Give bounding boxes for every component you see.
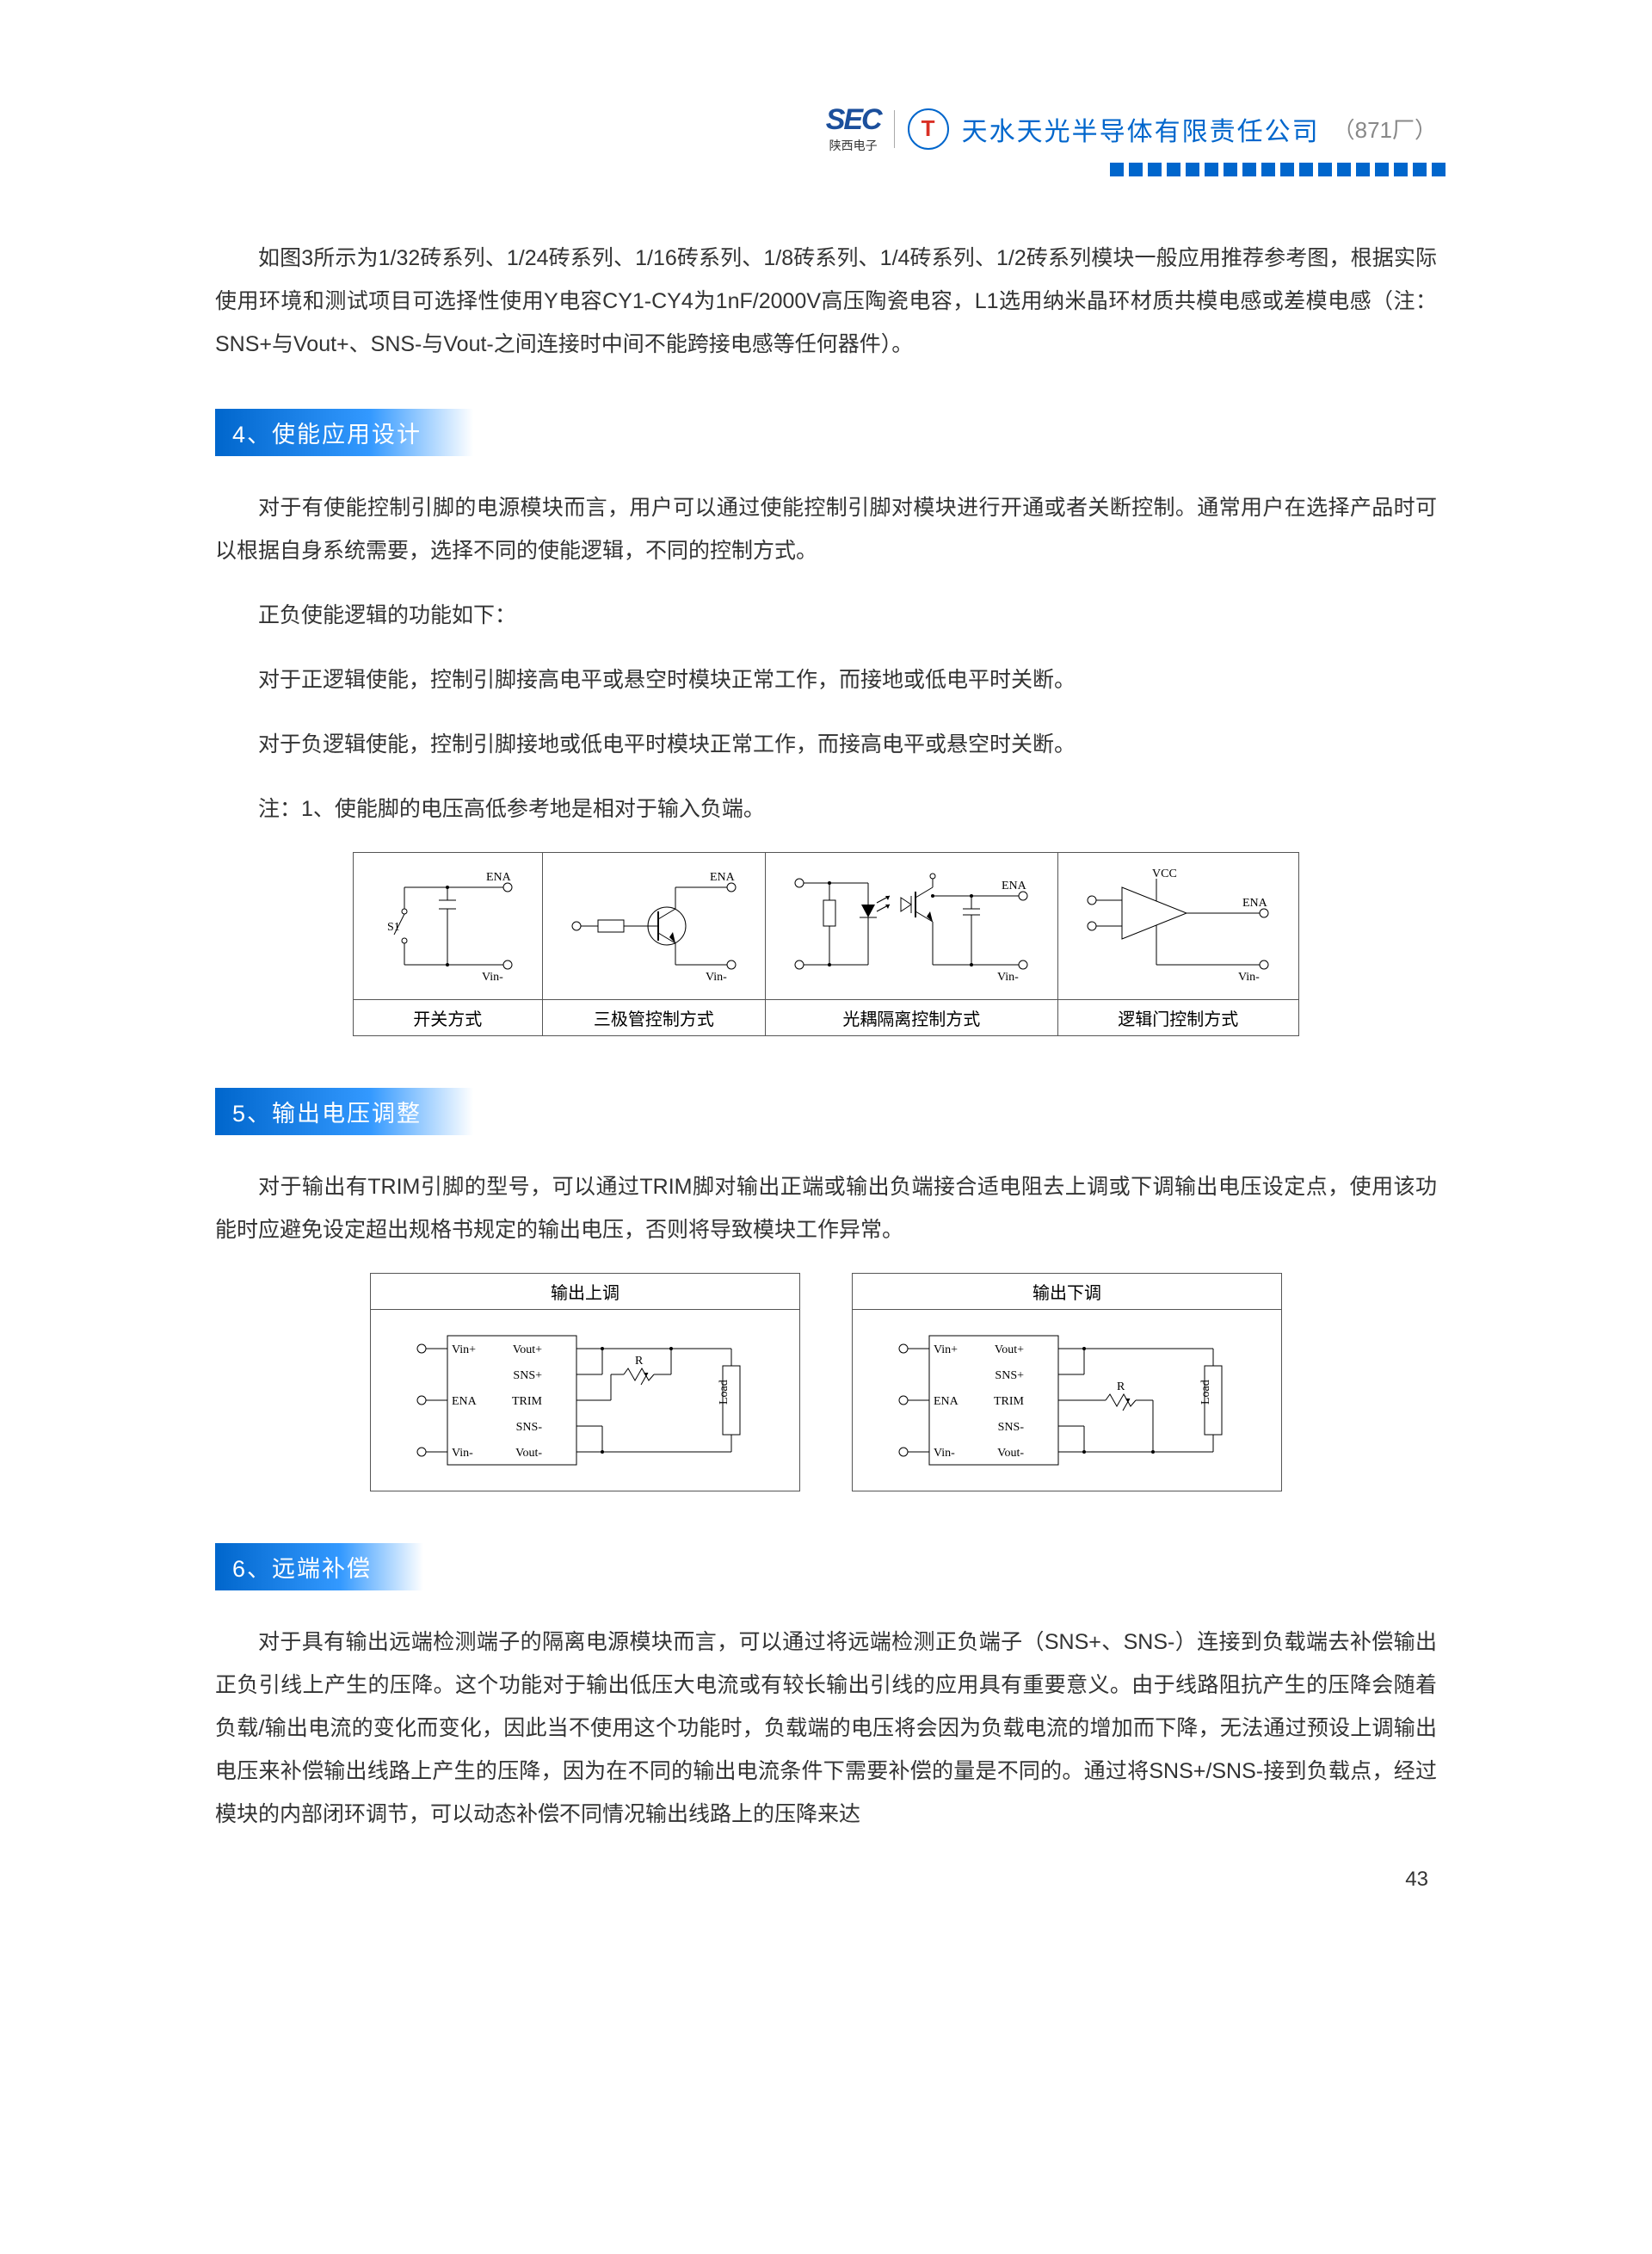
svg-text:Load: Load: [718, 1380, 730, 1405]
circle-logo: T: [908, 108, 949, 150]
section-6-header: 6、远端补偿: [215, 1543, 423, 1590]
trim-up-box: 输出上调 Vin+ ENA Vin- Vout+ SNS+ TRIM SN: [370, 1273, 800, 1491]
svg-text:Vin-: Vin-: [997, 971, 1019, 984]
section-5-header: 5、输出电压调整: [215, 1088, 473, 1135]
svg-text:Vin-: Vin-: [706, 971, 727, 984]
decorative-squares: [215, 163, 1446, 176]
document-page: SEC 陕西电子 T 天水天光半导体有限责任公司 （871厂） 如图3所示为1/…: [0, 0, 1652, 1943]
section-4-header: 4、使能应用设计: [215, 409, 473, 456]
diagram-transistor: ENA Vin- 三极管控制方式: [543, 853, 767, 1035]
svg-text:Vin+: Vin+: [934, 1343, 958, 1356]
svg-text:S1: S1: [387, 921, 400, 934]
optocoupler-circuit-svg: ENA Vin-: [782, 861, 1040, 991]
s4-p4: 对于负逻辑使能，控制引脚接地或低电平时模块正常工作，而接高电平或悬空时关断。: [215, 723, 1437, 766]
svg-text:ENA: ENA: [1242, 897, 1268, 910]
s6-p1: 对于具有输出远端检测端子的隔离电源模块而言，可以通过将远端检测正负端子（SNS+…: [215, 1621, 1437, 1836]
s4-p2: 正负使能逻辑的功能如下：: [215, 594, 1437, 637]
diagram-logic-gate: ENA Vin- VCC 逻辑门控制方式: [1058, 853, 1298, 1035]
svg-text:TRIM: TRIM: [994, 1395, 1025, 1408]
trim-down-box: 输出下调 Vin+ ENA Vin- Vout+ SNS+ TRIM SN: [852, 1273, 1282, 1491]
trim-down-label: 输出下调: [853, 1274, 1281, 1310]
diagram-optocoupler: ENA Vin-: [766, 853, 1057, 1035]
diagram-optocoupler-label: 光耦隔离控制方式: [766, 999, 1057, 1035]
svg-text:ENA: ENA: [1002, 880, 1027, 892]
svg-text:SNS-: SNS-: [998, 1421, 1025, 1434]
trim-up-label: 输出上调: [371, 1274, 799, 1310]
switch-circuit-svg: ENA Vin- S1: [370, 861, 525, 991]
s4-p1: 对于有使能控制引脚的电源模块而言，用户可以通过使能控制引脚对模块进行开通或者关断…: [215, 486, 1437, 572]
svg-text:R: R: [635, 1355, 644, 1368]
svg-text:ENA: ENA: [710, 871, 736, 884]
diagram-transistor-label: 三极管控制方式: [543, 999, 766, 1035]
intro-paragraph: 如图3所示为1/32砖系列、1/24砖系列、1/16砖系列、1/8砖系列、1/4…: [215, 237, 1437, 366]
company-name: 天水天光半导体有限责任公司: [962, 110, 1320, 148]
svg-text:Vin-: Vin-: [934, 1447, 955, 1460]
svg-text:Vin-: Vin-: [482, 971, 503, 984]
svg-text:SNS-: SNS-: [516, 1421, 543, 1434]
svg-text:SNS+: SNS+: [995, 1369, 1024, 1382]
svg-text:Vin-: Vin-: [1238, 971, 1260, 984]
page-number: 43: [1405, 1868, 1428, 1892]
diagram-switch-label: 开关方式: [354, 999, 542, 1035]
trim-up-svg: Vin+ ENA Vin- Vout+ SNS+ TRIM SNS- Vout-: [387, 1323, 783, 1478]
svg-text:Vin+: Vin+: [452, 1343, 476, 1356]
svg-text:Load: Load: [1199, 1380, 1212, 1405]
svg-text:Vout-: Vout-: [515, 1447, 542, 1460]
sec-logo: SEC 陕西电子: [826, 103, 881, 154]
svg-text:VCC: VCC: [1152, 868, 1177, 880]
svg-text:Vout-: Vout-: [997, 1447, 1024, 1460]
logo-text: SEC: [826, 103, 881, 137]
diagram-logic-gate-label: 逻辑门控制方式: [1058, 999, 1298, 1035]
svg-text:ENA: ENA: [486, 871, 512, 884]
page-header: SEC 陕西电子 T 天水天光半导体有限责任公司 （871厂）: [215, 103, 1437, 154]
enable-control-diagrams: ENA Vin- S1: [353, 852, 1299, 1036]
svg-text:ENA: ENA: [934, 1395, 959, 1408]
svg-text:TRIM: TRIM: [512, 1395, 543, 1408]
svg-text:Vin-: Vin-: [452, 1447, 473, 1460]
divider: [894, 110, 895, 148]
svg-text:ENA: ENA: [452, 1395, 478, 1408]
svg-text:SNS+: SNS+: [513, 1369, 542, 1382]
svg-text:R: R: [1117, 1380, 1125, 1393]
s5-p1: 对于输出有TRIM引脚的型号，可以通过TRIM脚对输出正端或输出负端接合适电阻去…: [215, 1165, 1437, 1251]
diagram-switch: ENA Vin- S1: [354, 853, 543, 1035]
logic-gate-circuit-svg: ENA Vin- VCC: [1075, 861, 1281, 991]
s4-p5: 注：1、使能脚的电压高低参考地是相对于输入负端。: [215, 787, 1437, 831]
logo-subtext: 陕西电子: [829, 137, 878, 154]
s4-p3: 对于正逻辑使能，控制引脚接高电平或悬空时模块正常工作，而接地或低电平时关断。: [215, 658, 1437, 701]
factory-code: （871厂）: [1333, 113, 1437, 145]
svg-text:Vout+: Vout+: [995, 1343, 1024, 1356]
trim-diagrams: 输出上调 Vin+ ENA Vin- Vout+ SNS+ TRIM SN: [215, 1273, 1437, 1491]
trim-down-svg: Vin+ ENA Vin- Vout+ SNS+ TRIM SNS- Vout-: [869, 1323, 1265, 1478]
transistor-circuit-svg: ENA Vin-: [559, 861, 749, 991]
svg-text:Vout+: Vout+: [513, 1343, 542, 1356]
